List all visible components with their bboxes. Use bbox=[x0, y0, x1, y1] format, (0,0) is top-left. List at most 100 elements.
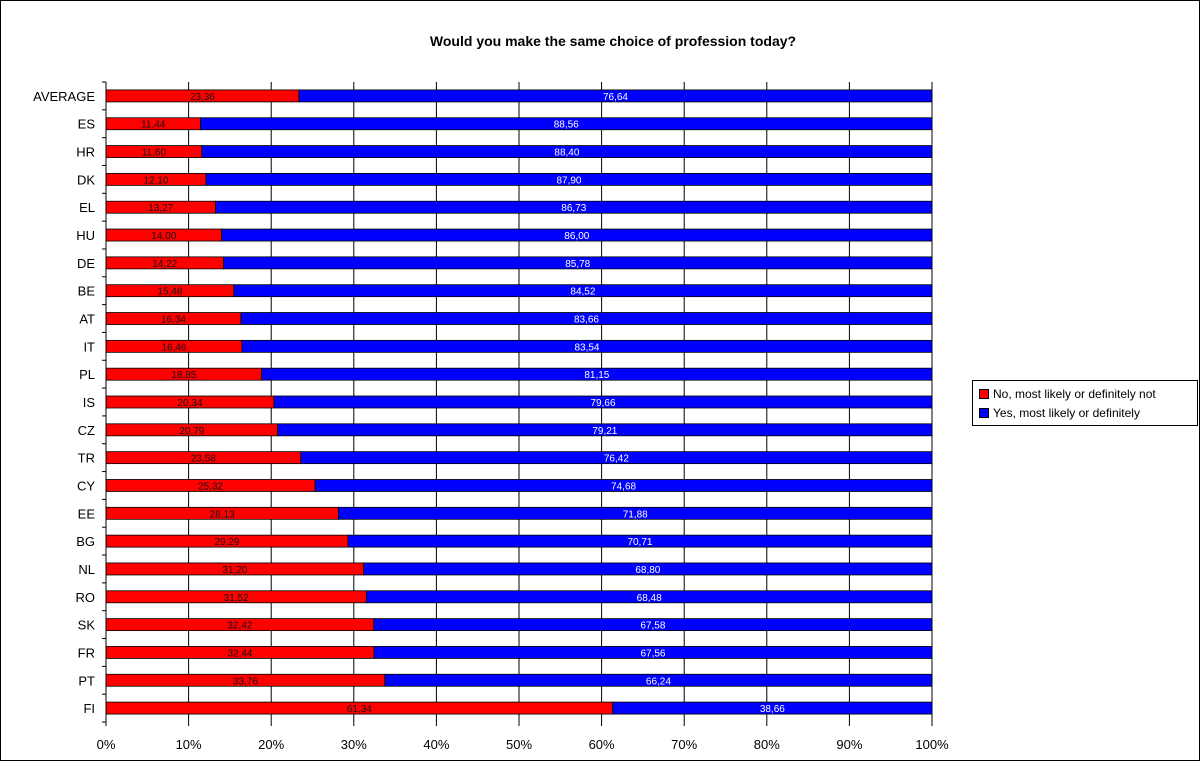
category-label: HR bbox=[76, 145, 95, 160]
legend: No, most likely or definitely not Yes, m… bbox=[972, 380, 1198, 426]
bar-yes bbox=[261, 367, 933, 381]
category-label: RO bbox=[76, 590, 96, 605]
category-label: FI bbox=[83, 701, 95, 716]
bar-yes bbox=[215, 200, 933, 214]
axes: 0% 10% 20% 30% 40% 50% 60% 70% 80% 90% 100% AVERAGE… bbox=[33, 81, 949, 752]
category-label: BG bbox=[76, 534, 95, 549]
data-label-yes: 87,90 bbox=[556, 175, 581, 186]
category-label: TR bbox=[78, 451, 95, 466]
data-label-yes: 38,66 bbox=[760, 704, 785, 715]
bar-yes bbox=[233, 284, 933, 298]
data-label-no: 61,34 bbox=[347, 704, 372, 715]
data-label-yes: 83,54 bbox=[574, 342, 599, 353]
bar-yes bbox=[363, 562, 933, 576]
x-tick-label: 80% bbox=[754, 737, 780, 752]
category-label: CY bbox=[77, 478, 95, 493]
data-label-yes: 74,68 bbox=[611, 481, 636, 492]
x-tick-label: 60% bbox=[589, 737, 615, 752]
category-label: EL bbox=[79, 200, 95, 215]
x-tick-label: 10% bbox=[176, 737, 202, 752]
data-label-yes: 84,52 bbox=[570, 287, 595, 298]
data-label-no: 28,13 bbox=[210, 509, 235, 520]
data-label-no: 18,85 bbox=[171, 370, 196, 381]
bar-yes bbox=[300, 451, 933, 465]
x-tick-label: 90% bbox=[836, 737, 862, 752]
data-label-yes: 88,40 bbox=[554, 148, 579, 159]
x-tick-label: 70% bbox=[671, 737, 697, 752]
x-tick-label: 0% bbox=[97, 737, 116, 752]
data-label-no: 29,29 bbox=[214, 537, 239, 548]
data-label-yes: 67,58 bbox=[640, 621, 665, 632]
data-label-yes: 70,71 bbox=[627, 537, 652, 548]
bar-yes bbox=[337, 506, 933, 520]
data-label-yes: 86,00 bbox=[564, 231, 589, 242]
data-label-yes: 66,24 bbox=[646, 676, 671, 687]
category-label: CZ bbox=[78, 423, 95, 438]
x-tick-label: 20% bbox=[258, 737, 284, 752]
data-label-yes: 67,56 bbox=[640, 648, 665, 659]
data-label-no: 14,00 bbox=[151, 231, 176, 242]
bar-yes bbox=[200, 117, 933, 131]
legend-swatch-yes bbox=[979, 408, 989, 418]
category-label: HU bbox=[76, 228, 95, 243]
data-label-no: 25,32 bbox=[198, 481, 223, 492]
data-label-no: 11,60 bbox=[142, 148, 167, 159]
legend-swatch-no bbox=[979, 389, 989, 399]
category-label: IS bbox=[83, 395, 96, 410]
bar-yes bbox=[298, 89, 933, 103]
bar-yes bbox=[273, 395, 933, 409]
category-label: NL bbox=[78, 562, 95, 577]
legend-label-no: No, most likely or definitely not bbox=[993, 387, 1156, 401]
category-label: FR bbox=[78, 645, 95, 660]
data-label-no: 16,34 bbox=[161, 315, 186, 326]
bar-yes bbox=[241, 339, 933, 353]
data-label-yes: 68,48 bbox=[637, 593, 662, 604]
bar-yes bbox=[373, 618, 933, 632]
category-label: AVERAGE bbox=[33, 89, 95, 104]
legend-item-yes: Yes, most likely or definitely bbox=[979, 406, 1140, 420]
bar-yes bbox=[373, 646, 933, 659]
legend-label-yes: Yes, most likely or definitely bbox=[993, 406, 1140, 420]
x-tick-label: 30% bbox=[341, 737, 367, 752]
data-label-no: 13,27 bbox=[148, 203, 173, 214]
data-label-yes: 81,15 bbox=[584, 370, 609, 381]
data-label-yes: 76,64 bbox=[603, 92, 628, 103]
data-label-no: 32,44 bbox=[227, 648, 252, 659]
data-label-no: 14,22 bbox=[152, 259, 177, 270]
data-label-no: 12,10 bbox=[143, 175, 168, 186]
data-label-yes: 71,88 bbox=[623, 509, 648, 520]
data-label-yes: 86,73 bbox=[561, 203, 586, 214]
legend-item-no: No, most likely or definitely not bbox=[979, 387, 1156, 401]
bar-yes bbox=[612, 701, 933, 715]
data-label-no: 33,76 bbox=[233, 676, 258, 687]
category-label: AT bbox=[79, 312, 95, 327]
data-label-no: 20,79 bbox=[179, 426, 204, 437]
bar-yes bbox=[221, 228, 933, 242]
data-label-no: 16,46 bbox=[161, 342, 186, 353]
data-label-no: 20,34 bbox=[177, 398, 202, 409]
data-label-yes: 83,66 bbox=[574, 315, 599, 326]
data-label-yes: 79,66 bbox=[590, 398, 615, 409]
data-label-yes: 76,42 bbox=[604, 454, 629, 465]
bar-yes bbox=[314, 479, 933, 492]
category-label: EE bbox=[78, 506, 96, 521]
data-label-yes: 79,21 bbox=[592, 426, 617, 437]
bar-yes bbox=[223, 256, 933, 270]
category-label: DK bbox=[77, 172, 95, 187]
bar-yes bbox=[205, 172, 933, 186]
data-label-no: 23,36 bbox=[190, 92, 215, 103]
bar-yes bbox=[201, 145, 933, 158]
data-label-no: 32,42 bbox=[227, 621, 252, 632]
bar-yes bbox=[277, 423, 933, 437]
data-label-yes: 88,56 bbox=[554, 120, 579, 131]
data-label-no: 23,58 bbox=[191, 454, 216, 465]
category-label: ES bbox=[78, 117, 96, 132]
x-tick-label: 50% bbox=[506, 737, 532, 752]
bars: 23,36 76,64 11,44 88,56 11,60 88,40 12,10 87,90… bbox=[105, 89, 933, 715]
category-label: SK bbox=[78, 618, 96, 633]
category-label: PT bbox=[78, 673, 95, 688]
bar-yes bbox=[365, 590, 933, 604]
x-tick-label: 40% bbox=[423, 737, 449, 752]
